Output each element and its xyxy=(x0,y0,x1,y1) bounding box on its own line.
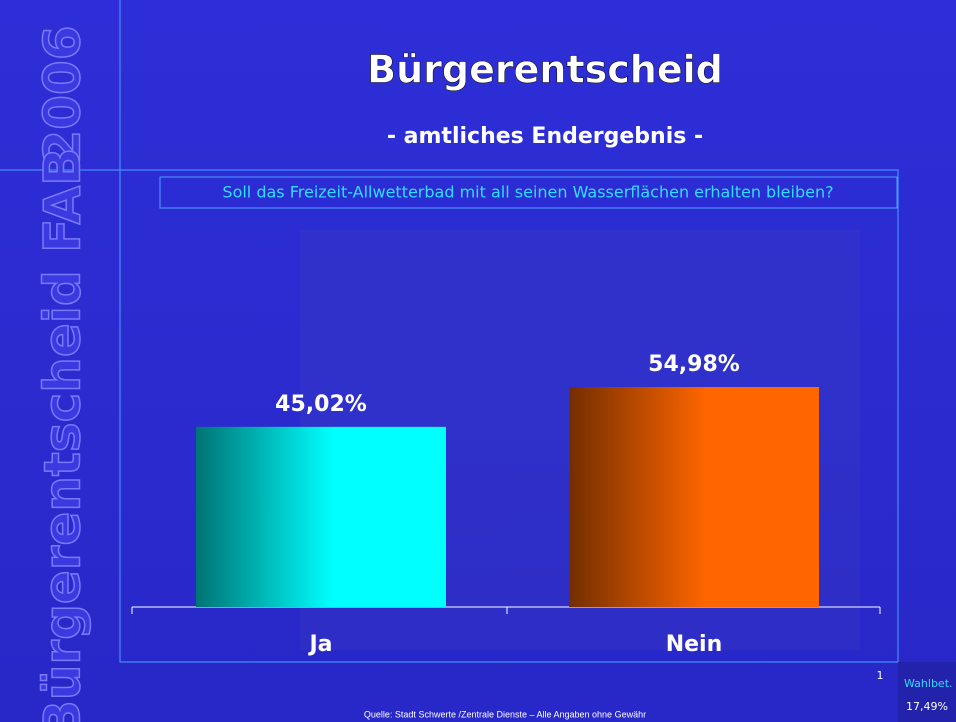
year: 2006 xyxy=(34,25,92,164)
turnout-box xyxy=(898,662,956,722)
page-number: 1 xyxy=(877,669,884,682)
bar xyxy=(196,426,446,607)
chart-title: Bürgerentscheid xyxy=(367,48,723,92)
x-tick-label: Ja xyxy=(307,632,332,657)
turnout-value: 17,49% xyxy=(906,700,948,713)
value-label: 45,02% xyxy=(275,392,367,417)
side-label: Bürgerentscheid FAB xyxy=(34,148,92,722)
question: Soll das Freizeit-Allwetterbad mit all s… xyxy=(222,183,833,202)
turnout-label: Wahlbet. xyxy=(904,677,953,690)
bar xyxy=(569,387,819,607)
chart-frame xyxy=(119,169,899,663)
x-tick-label: Nein xyxy=(666,632,723,657)
value-label: 54,98% xyxy=(648,352,740,377)
question-box xyxy=(159,176,898,209)
chart-subtitle: - amtliches Endergebnis - xyxy=(387,124,703,149)
source: Quelle: Stadt Schwerte /Zentrale Dienste… xyxy=(364,709,646,719)
